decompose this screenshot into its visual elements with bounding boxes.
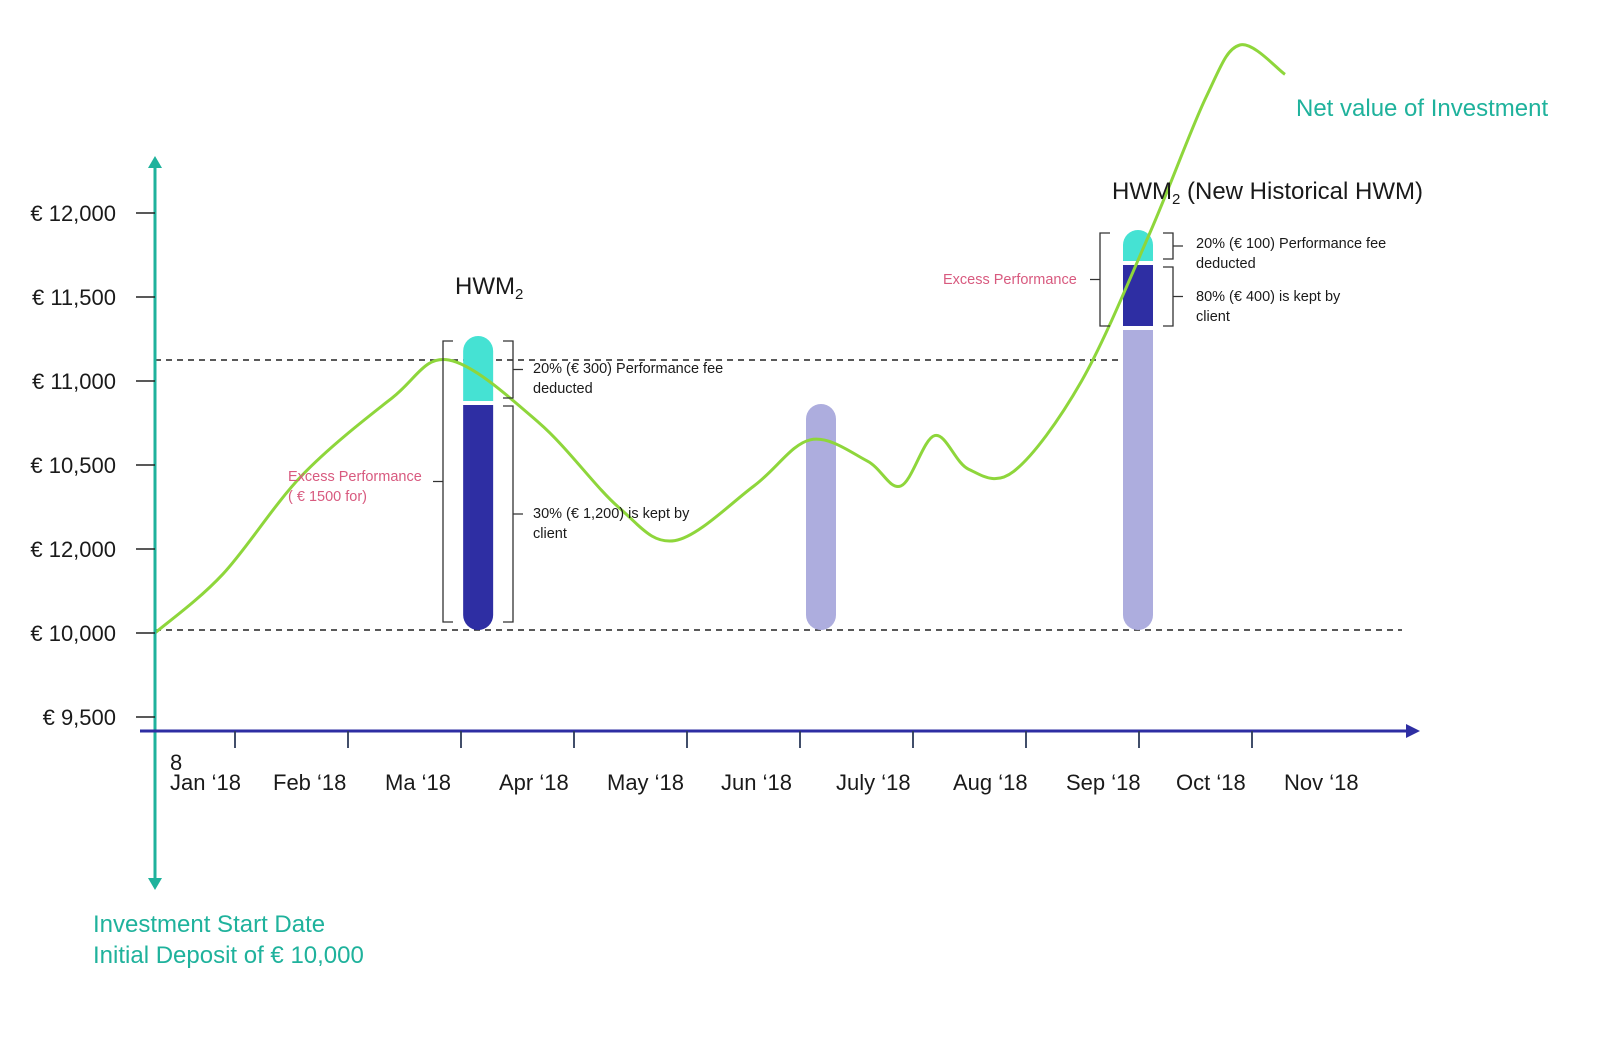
x-axis-ticks: Jan ‘18 Feb ‘18 Ma ‘18 Apr ‘18 May ‘18 Jun ‘1… (170, 731, 1359, 795)
net-value-legend-label: Net value of Investment (1296, 95, 1548, 122)
y-axis-arrow-down-icon (148, 878, 162, 890)
x-tick-label: Oct ‘18 (1176, 770, 1246, 795)
x-tick-label: Ma ‘18 (385, 770, 451, 795)
net-value-curve (154, 43, 1286, 635)
excess2-bracket (1090, 232, 1110, 327)
x-tick-label: July ‘18 (836, 770, 911, 795)
x-tick-label: Apr ‘18 (499, 770, 569, 795)
x-tick-prefix: 8 (170, 750, 182, 775)
y-axis-arrow-up-icon (148, 156, 162, 168)
bar3-fee-segment (1123, 230, 1153, 261)
x-tick-label: Sep ‘18 (1066, 770, 1141, 795)
x-tick-label: Jun ‘18 (721, 770, 792, 795)
excess1-annotation: Excess Performance ( € 1500 for) (288, 469, 426, 505)
y-tick-label: € 10,000 (30, 621, 116, 646)
bar2-base-segment (806, 404, 836, 630)
x-tick-label: Aug ‘18 (953, 770, 1028, 795)
x-tick-label: Nov ‘18 (1284, 770, 1359, 795)
kept2-annotation: 80% (€ 400) is kept by client (1196, 289, 1344, 325)
investment-start-label: Investment Start Date Initial Deposit of… (93, 911, 364, 969)
bars-layer (463, 230, 1153, 631)
kept1-annotation: 30% (€ 1,200) is kept by client (533, 506, 693, 542)
bar3-base-segment (1123, 330, 1153, 630)
bar1-fee-segment (463, 336, 494, 401)
fee1-bracket (503, 340, 523, 399)
y-tick-label: € 11,000 (32, 369, 116, 394)
x-axis-arrow-right-icon (1406, 724, 1420, 738)
kept1-bracket (503, 405, 523, 623)
hwm1-label: HWM2 (455, 273, 523, 303)
kept2-bracket (1163, 266, 1183, 327)
brackets-layer (433, 232, 1183, 623)
fee2-bracket (1163, 232, 1183, 260)
y-tick-label: € 12,000 (30, 201, 116, 226)
x-tick-label: May ‘18 (607, 770, 684, 795)
excess2-annotation: Excess Performance (943, 272, 1077, 288)
hwm2-label: HWM2 (New Historical HWM) (1112, 178, 1423, 208)
y-tick-label: € 12,000 (30, 537, 116, 562)
y-tick-label: € 10,500 (30, 453, 116, 478)
excess1-bracket (433, 340, 453, 623)
x-tick-label: Feb ‘18 (273, 770, 346, 795)
fee1-annotation: 20% (€ 300) Performance fee deducted (533, 361, 727, 397)
bar3-kept-segment (1123, 265, 1153, 326)
x-tick-label: Jan ‘18 (170, 770, 241, 795)
y-tick-label: € 9,500 (43, 705, 116, 730)
y-axis-ticks: € 12,000 € 11,500 € 11,000 € 10,500 € 12,000… (30, 201, 155, 730)
bar1-kept-segment (463, 405, 494, 631)
fee2-annotation: 20% (€ 100) Performance fee deducted (1196, 236, 1390, 272)
y-tick-label: € 11,500 (32, 285, 116, 310)
